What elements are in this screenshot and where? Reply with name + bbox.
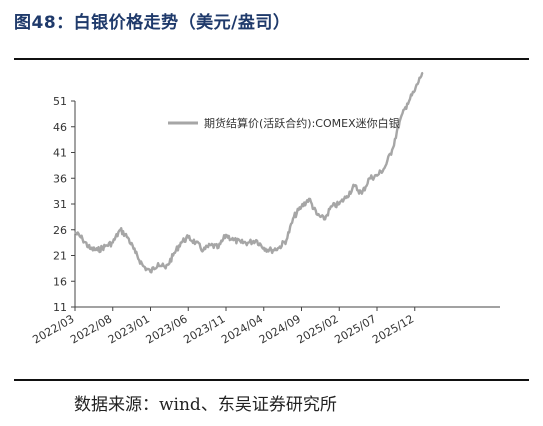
data-point xyxy=(217,246,220,249)
y-tick-label: 41 xyxy=(53,147,67,160)
x-axis: 2022/032022/082023/012023/062023/112024/… xyxy=(30,306,500,346)
data-point xyxy=(89,248,91,250)
y-tick-label: 31 xyxy=(53,198,67,211)
data-point xyxy=(376,174,378,177)
x-tick-label: 2022/03 xyxy=(30,312,76,346)
y-axis: 11 16 21 26 31 36 41 46 51 xyxy=(53,95,76,314)
data-point xyxy=(210,244,212,246)
data-point xyxy=(293,216,295,218)
data-point xyxy=(315,213,318,216)
data-point xyxy=(300,205,303,208)
data-point xyxy=(232,239,235,241)
data-point xyxy=(96,249,99,252)
x-tick-label: 2025/02 xyxy=(295,312,341,346)
x-tick-label: 2025/07 xyxy=(332,312,378,346)
data-point xyxy=(323,218,325,221)
data-point xyxy=(247,241,250,244)
data-point xyxy=(262,246,265,249)
x-tick-label: 2023/11 xyxy=(181,312,227,346)
x-tick-label: 2024/09 xyxy=(257,312,303,346)
data-point xyxy=(406,102,409,105)
legend: 期货结算价(活跃合约):COMEX迷你白银 xyxy=(168,116,400,130)
legend-label: 期货结算价(活跃合约):COMEX迷你白银 xyxy=(204,116,400,130)
data-point xyxy=(164,267,167,270)
data-point xyxy=(225,234,227,236)
data-point xyxy=(187,236,190,239)
data-point xyxy=(383,167,386,169)
data-point xyxy=(202,249,205,252)
data-point xyxy=(134,252,137,254)
data-point xyxy=(255,239,257,241)
y-tick-label: 46 xyxy=(53,121,67,134)
data-point xyxy=(398,120,401,123)
data-point xyxy=(81,238,84,240)
data-point xyxy=(142,265,144,267)
data-point xyxy=(157,262,159,265)
plot-area xyxy=(74,71,424,274)
data-point xyxy=(278,246,280,249)
x-tick-label: 2023/01 xyxy=(106,312,152,346)
data-point xyxy=(172,254,174,257)
data-point xyxy=(413,89,416,92)
data-point xyxy=(391,149,393,151)
data-point xyxy=(179,241,182,244)
data-point xyxy=(368,177,371,180)
data-point xyxy=(308,198,310,200)
data-point xyxy=(149,271,152,273)
data-point xyxy=(119,228,122,231)
x-tick-label: 2024/04 xyxy=(219,312,265,346)
data-point xyxy=(421,71,424,74)
y-tick-label: 26 xyxy=(53,224,67,237)
data-point xyxy=(240,241,242,244)
data-point xyxy=(111,241,114,244)
data-point xyxy=(285,239,288,241)
figure-title: 图48：白银价格走势（美元/盎司） xyxy=(14,13,291,33)
x-tick-label: 2022/08 xyxy=(68,312,114,346)
y-tick-label: 16 xyxy=(53,275,67,288)
data-point xyxy=(104,245,106,248)
top-divider xyxy=(14,58,529,60)
data-point xyxy=(74,231,76,234)
y-tick-label: 36 xyxy=(53,172,67,185)
data-point xyxy=(127,236,129,239)
data-point xyxy=(270,249,273,252)
bottom-divider xyxy=(14,379,529,381)
data-point xyxy=(361,192,363,195)
data-point xyxy=(330,205,333,208)
data-point xyxy=(195,241,197,244)
x-tick-label: 2025/12 xyxy=(370,312,416,346)
y-tick-label: 51 xyxy=(53,95,67,108)
x-tick-label: 2023/06 xyxy=(144,312,190,346)
source-note: 数据来源：wind、东吴证券研究所 xyxy=(74,395,337,415)
data-point xyxy=(346,195,348,198)
data-point xyxy=(338,203,341,205)
y-tick-label: 21 xyxy=(53,250,67,263)
y-tick-label: 11 xyxy=(53,301,67,314)
data-point xyxy=(353,185,356,187)
